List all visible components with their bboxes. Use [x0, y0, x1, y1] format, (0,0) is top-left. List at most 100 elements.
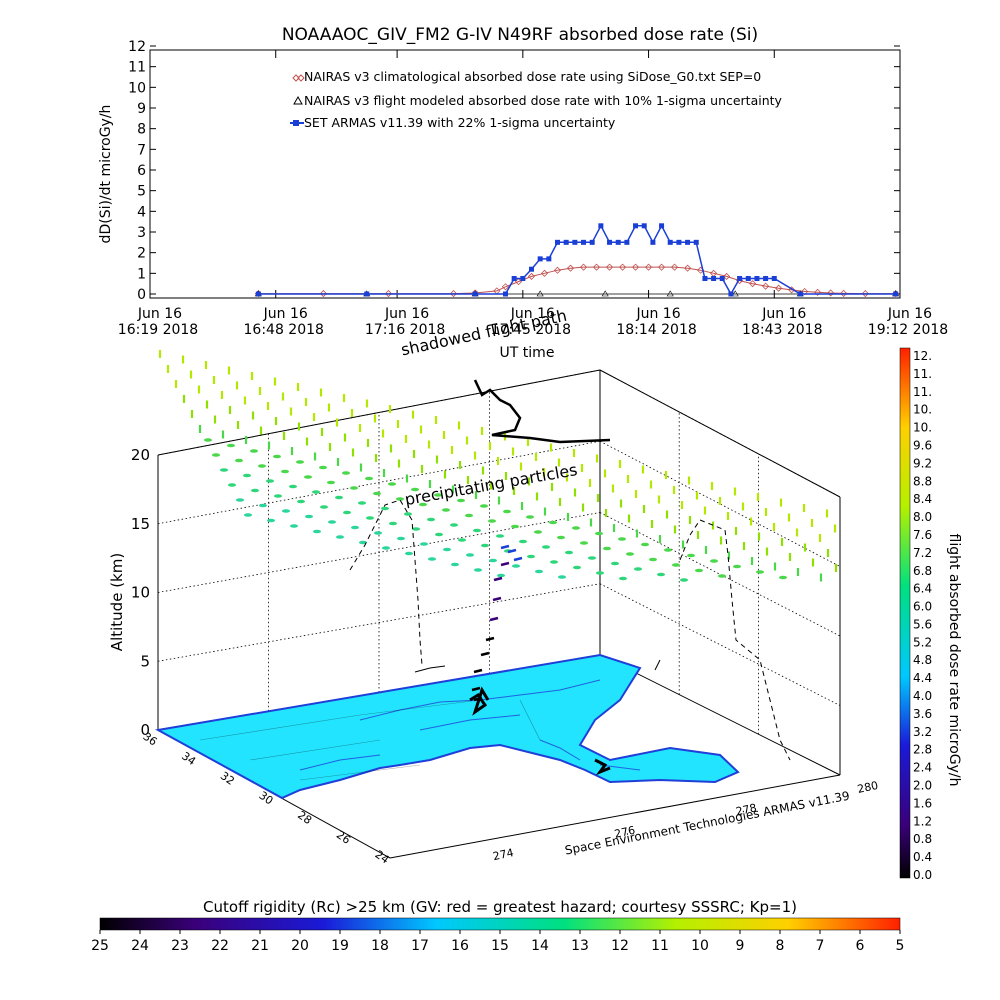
- particle-mark: [212, 453, 220, 457]
- rigidity-tick-label: 18: [371, 938, 389, 954]
- grid-line-back-left: [157, 440, 601, 525]
- particle-mark: [250, 449, 258, 453]
- y-tick-label: 11: [128, 60, 146, 76]
- data-point-armas: [615, 239, 621, 245]
- particle-mark: [626, 552, 634, 556]
- dose-colorbar-tick-label: 4.8: [913, 653, 932, 667]
- particle-mark: [381, 506, 389, 511]
- particle-mark: [572, 526, 580, 530]
- particle-mark: [595, 531, 603, 536]
- y-tick-label: 1: [137, 266, 146, 282]
- data-point-nairas-climatological: [749, 280, 757, 288]
- precipitating-particles: [158, 350, 838, 582]
- data-point-armas: [546, 256, 552, 262]
- y-tick-label: 6: [137, 163, 146, 179]
- flight-path-segment: [493, 576, 503, 582]
- particle-mark: [382, 546, 390, 550]
- particle-mark: [389, 521, 397, 526]
- particle-mark: [535, 569, 543, 574]
- particle-mark: [657, 572, 665, 577]
- particle-mark: [404, 512, 412, 516]
- data-point-nairas-flight: [536, 290, 544, 297]
- rigidity-colorbar-ticks: 25 24 23 22 21 20 19 18 17 16 15 14 13 12 11 10 9 8 7 6 5: [91, 930, 904, 954]
- flight-path: [469, 379, 611, 776]
- x-tick-label-time: 16:48 2018: [244, 322, 324, 338]
- particle-mark: [434, 493, 442, 497]
- particle-mark: [374, 531, 382, 535]
- lon-tick-label: 276: [613, 824, 636, 841]
- x-tick-label-time: 17:45 2018: [491, 322, 571, 338]
- data-point-armas: [607, 239, 613, 245]
- lat-tick-label: 26: [334, 828, 353, 847]
- particle-mark: [473, 528, 481, 533]
- page-title: NOAAAOC_GIV_FM2 G-IV N49RF absorbed dose…: [282, 25, 758, 45]
- rigidity-tick-label: 17: [411, 938, 429, 954]
- dose-colorbar: 12. 11. 11. 10. 10. 9.6 9.2 8.8 8.4 8.0 7.6 7.2 6.8 6…: [899, 347, 962, 882]
- dose-colorbar-tick-label: 2.4: [913, 761, 932, 775]
- particle-mark: [710, 559, 718, 563]
- particle-mark: [228, 483, 236, 487]
- particle-mark: [412, 527, 420, 531]
- particle-mark: [296, 460, 304, 464]
- particle-mark: [297, 499, 305, 504]
- z-tick-label: 20: [131, 446, 150, 464]
- lon-tick-label: 274: [492, 846, 515, 863]
- particle-mark: [204, 438, 212, 442]
- particle-mark: [251, 488, 259, 493]
- particle-mark: [557, 535, 565, 540]
- data-point-nairas-climatological: [684, 264, 692, 272]
- particle-mark: [281, 469, 289, 474]
- particle-mark: [756, 570, 764, 574]
- particle-mark: [451, 562, 459, 567]
- data-point-nairas-climatological: [501, 283, 510, 291]
- flight-path-segment: [513, 556, 523, 562]
- particle-mark: [220, 468, 228, 472]
- data-point-armas: [589, 239, 595, 245]
- grid-line-back-right: [599, 440, 841, 567]
- data-point-armas: [572, 239, 578, 245]
- data-point-armas: [754, 276, 760, 281]
- data-point-nairas-flight: [666, 290, 674, 297]
- particle-mark: [527, 554, 535, 559]
- dose-colorbar-tick-label: 4.4: [913, 671, 932, 685]
- rigidity-tick-label: 13: [571, 938, 589, 954]
- data-point-nairas-climatological: [814, 288, 822, 296]
- data-point-nairas-climatological: [579, 263, 588, 271]
- dose-colorbar-tick-label: 2.0: [913, 779, 932, 793]
- x-tick-label-date: Jun 16: [761, 306, 806, 322]
- grid-line-back-right: [599, 512, 841, 637]
- particle-mark: [474, 568, 482, 572]
- flight-path-segment: [480, 651, 490, 657]
- dose-colorbar-tick-label: 1.6: [913, 796, 932, 810]
- legend: NAIRAS v3 climatological absorbed dose r…: [290, 69, 783, 130]
- particle-mark: [443, 547, 451, 552]
- data-point-armas: [624, 239, 630, 245]
- particle-mark: [359, 540, 367, 545]
- particle-mark: [718, 574, 726, 578]
- dose-colorbar-tick-label: 12.: [913, 349, 932, 363]
- data-point-nairas-climatological: [540, 269, 549, 277]
- dose-colorbar-tick-label: 8.0: [913, 510, 932, 524]
- flight-path-ground-cluster: [594, 758, 611, 776]
- particle-mark: [649, 557, 657, 562]
- legend-marker-square: [293, 120, 299, 126]
- data-point-nairas-flight: [601, 290, 609, 297]
- dose-colorbar-tick-label: 7.2: [913, 546, 932, 560]
- rigidity-tick-label: 8: [776, 938, 785, 954]
- particle-mark: [672, 563, 680, 567]
- z-tick-label: 5: [140, 652, 150, 670]
- particle-mark: [258, 464, 266, 468]
- particle-mark: [496, 534, 504, 538]
- particle-mark: [618, 537, 626, 541]
- flight-path-high: [473, 379, 611, 444]
- particle-mark: [328, 520, 336, 524]
- particle-mark: [289, 484, 297, 489]
- particle-mark: [273, 454, 281, 459]
- rigidity-colorbar-gradient: [99, 917, 901, 931]
- z-axis-label: Altitude (km): [108, 553, 126, 651]
- legend-marker-diamond: [292, 74, 300, 82]
- data-point-armas: [650, 239, 656, 245]
- z-tick-label: 10: [131, 584, 150, 602]
- particle-mark: [227, 443, 235, 448]
- particle-mark: [603, 546, 611, 551]
